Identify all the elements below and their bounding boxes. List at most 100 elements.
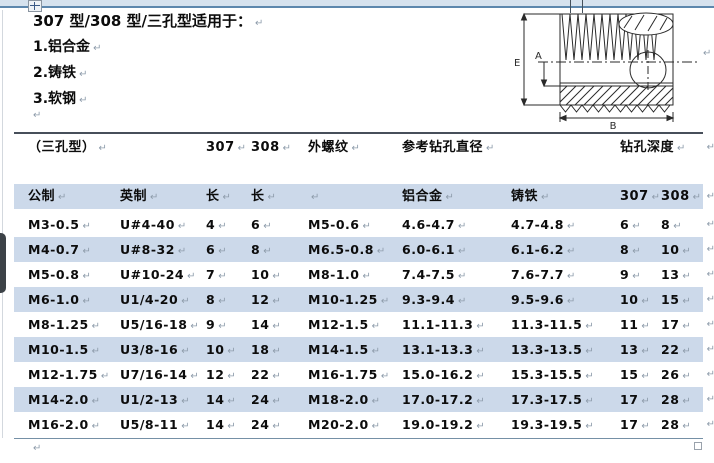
column-header-cell[interactable]: 铸铁 ↵ (511, 184, 620, 210)
table-cell[interactable]: 308 ↵ (251, 137, 308, 160)
table-cell[interactable]: 24 ↵ (251, 412, 308, 439)
table-cell[interactable]: 7.6-7.7 ↵ (511, 262, 620, 289)
table-cell[interactable]: 19.3-19.5 ↵ (511, 412, 620, 439)
table-cell[interactable]: 6 ↵ (206, 237, 251, 264)
table-cell[interactable]: M8-1.25 ↵ (14, 312, 120, 339)
table-cell[interactable]: 19.0-19.2 ↵ (402, 412, 511, 439)
table-cell[interactable]: M10-1.5 ↵ (14, 337, 120, 364)
table-cell[interactable]: M8-1.0 ↵ (308, 262, 402, 289)
table-cell[interactable]: M12-1.75 ↵ (14, 362, 120, 389)
table-cell[interactable]: 8 ↵ (661, 212, 703, 239)
table-cell[interactable]: 17 ↵ (620, 387, 661, 414)
intro-item[interactable]: 2.铸铁 ↵ (33, 60, 263, 86)
table-cell[interactable]: M4-0.7 ↵ (14, 237, 120, 264)
table-cell[interactable]: 6 ↵ (620, 212, 661, 239)
table-cell[interactable]: 15 ↵ (620, 362, 661, 389)
table-cell[interactable]: 参考钻孔直径 ↵ (402, 137, 620, 160)
table-cell[interactable]: 14 ↵ (251, 312, 308, 339)
table-cell[interactable]: 9 ↵ (206, 312, 251, 339)
table-cell[interactable]: 4.7-4.8 ↵ (511, 212, 620, 239)
table-cell[interactable]: 外螺纹 ↵ (308, 137, 402, 160)
column-header-cell[interactable]: 铝合金 ↵ (402, 184, 511, 210)
table-cell[interactable]: 22 ↵ (661, 337, 703, 364)
table-cell[interactable]: M14-2.0 ↵ (14, 387, 120, 414)
table-cell[interactable]: 10 ↵ (661, 237, 703, 264)
table-move-handle-icon[interactable] (28, 0, 42, 12)
table-resize-handle[interactable] (694, 442, 702, 450)
table-cell[interactable]: M6-1.0 ↵ (14, 287, 120, 314)
intro-item[interactable]: 3.软钢 ↵ (33, 86, 263, 112)
table-cell[interactable]: 13 ↵ (661, 262, 703, 289)
table-cell[interactable]: M20-2.0 ↵ (308, 412, 402, 439)
table-cell[interactable]: 28 ↵ (661, 412, 703, 439)
table-cell[interactable]: U1/2-13 ↵ (120, 387, 206, 414)
table-cell[interactable]: 6.1-6.2 ↵ (511, 237, 620, 264)
table-cell[interactable]: M12-1.5 ↵ (308, 312, 402, 339)
table-cell[interactable]: U3/8-16 ↵ (120, 337, 206, 364)
column-header-cell[interactable]: 长 ↵ (251, 184, 308, 210)
table-cell[interactable]: M5-0.8 ↵ (14, 262, 120, 289)
column-header-cell[interactable]: 公制 ↵ (14, 184, 120, 210)
table-cell[interactable]: M16-2.0 ↵ (14, 412, 120, 439)
table-cell[interactable]: 12 ↵ (206, 362, 251, 389)
table-cell[interactable]: 11 ↵ (620, 312, 661, 339)
intro-item[interactable]: 1.铝合金 ↵ (33, 34, 263, 60)
column-header-cell[interactable]: ↵ (308, 184, 402, 210)
table-cell[interactable]: U1/4-20 ↵ (120, 287, 206, 314)
table-cell[interactable]: 17.0-17.2 ↵ (402, 387, 511, 414)
table-cell[interactable]: 17.3-17.5 ↵ (511, 387, 620, 414)
column-header-cell[interactable]: 308 ↵ (661, 184, 703, 210)
table-cell[interactable]: 15.0-16.2 ↵ (402, 362, 511, 389)
table-cell[interactable]: 钻孔深度 ↵ (620, 137, 703, 160)
table-cell[interactable]: M18-2.0 ↵ (308, 387, 402, 414)
table-cell[interactable]: 17 ↵ (620, 412, 661, 439)
table-cell[interactable]: （三孔型） ↵ (14, 137, 206, 160)
table-cell[interactable]: 14 ↵ (206, 387, 251, 414)
table-cell[interactable]: 9.3-9.4 ↵ (402, 287, 511, 314)
table-cell[interactable]: M5-0.6 ↵ (308, 212, 402, 239)
table-cell[interactable]: 28 ↵ (661, 387, 703, 414)
column-header-cell[interactable]: 307 ↵ (620, 184, 661, 210)
table-cell[interactable]: 12 ↵ (251, 287, 308, 314)
table-cell[interactable]: 24 ↵ (251, 387, 308, 414)
table-cell[interactable]: 13 ↵ (620, 337, 661, 364)
table-cell[interactable]: 307 ↵ (206, 137, 251, 160)
table-cell[interactable]: 13.3-13.5 ↵ (511, 337, 620, 364)
table-cell[interactable]: M16-1.75 ↵ (308, 362, 402, 389)
table-cell[interactable]: 8 ↵ (620, 237, 661, 264)
table-cell[interactable]: M10-1.25 ↵ (308, 287, 402, 314)
table-cell[interactable]: 18 ↵ (251, 337, 308, 364)
column-header-cell[interactable]: 长 ↵ (206, 184, 251, 210)
table-cell[interactable]: 6 ↵ (251, 212, 308, 239)
table-cell[interactable]: U7/16-14 ↵ (120, 362, 206, 389)
table-cell[interactable]: 6.0-6.1 ↵ (402, 237, 511, 264)
table-cell[interactable]: U#8-32 ↵ (120, 237, 206, 264)
table-cell[interactable]: 14 ↵ (206, 412, 251, 439)
table-cell[interactable]: 7.4-7.5 ↵ (402, 262, 511, 289)
table-cell[interactable]: M6.5-0.8 ↵ (308, 237, 402, 264)
table-cell[interactable]: 4 ↵ (206, 212, 251, 239)
table-cell[interactable]: 15.3-15.5 ↵ (511, 362, 620, 389)
table-cell[interactable]: 11.1-11.3 ↵ (402, 312, 511, 339)
table-cell[interactable]: U5/16-18 ↵ (120, 312, 206, 339)
doc-title[interactable]: 307 型/308 型/三孔型适用于： ↵ (33, 8, 263, 34)
table-cell[interactable]: 26 ↵ (661, 362, 703, 389)
table-cell[interactable]: 10 ↵ (206, 337, 251, 364)
table-cell[interactable]: 9.5-9.6 ↵ (511, 287, 620, 314)
table-cell[interactable]: 8 ↵ (206, 287, 251, 314)
table-cell[interactable]: 10 ↵ (620, 287, 661, 314)
table-cell[interactable]: 13.1-13.3 ↵ (402, 337, 511, 364)
table-cell[interactable]: M14-1.5 ↵ (308, 337, 402, 364)
table-cell[interactable]: 22 ↵ (251, 362, 308, 389)
table-cell[interactable]: 15 ↵ (661, 287, 703, 314)
table-cell[interactable]: 10 ↵ (251, 262, 308, 289)
column-header-cell[interactable]: 英制 ↵ (120, 184, 206, 210)
table-cell[interactable]: 11.3-11.5 ↵ (511, 312, 620, 339)
scrollbar-thumb[interactable] (0, 233, 6, 293)
table-cell[interactable]: U#4-40 ↵ (120, 212, 206, 239)
table-cell[interactable]: U#10-24 ↵ (120, 262, 206, 289)
table-cell[interactable]: 17 ↵ (661, 312, 703, 339)
table-cell[interactable]: 9 ↵ (620, 262, 661, 289)
table-cell[interactable]: M3-0.5 ↵ (14, 212, 120, 239)
table-cell[interactable]: 8 ↵ (251, 237, 308, 264)
